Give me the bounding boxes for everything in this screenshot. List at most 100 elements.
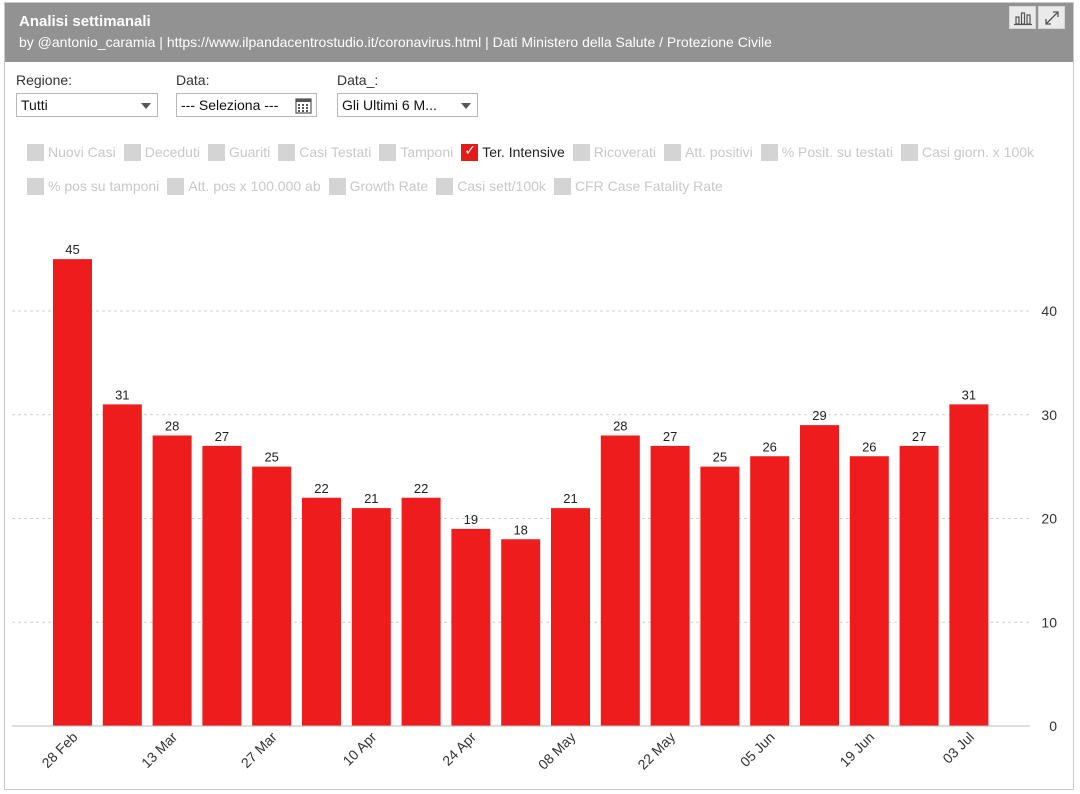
legend-label: Casi giorn. x 100k: [921, 144, 1035, 160]
data-label: 18: [513, 522, 527, 537]
legend-checkbox[interactable]: [900, 143, 918, 161]
x-tick-label: 24 Apr: [439, 729, 479, 769]
y-tick-label: 40: [1041, 303, 1057, 319]
data-label: 26: [862, 439, 876, 454]
legend-label: Att. positivi: [684, 144, 753, 160]
legend-item[interactable]: Casi giorn. x 100k: [900, 143, 1035, 161]
legend-label: Deceduti: [144, 144, 200, 160]
legend-checkbox[interactable]: [123, 143, 141, 161]
legend-item[interactable]: % pos su tamponi: [27, 177, 159, 195]
widget-header: Analisi settimanali by @antonio_caramia …: [5, 3, 1073, 62]
legend-item[interactable]: Growth Rate: [328, 177, 429, 195]
legend-item[interactable]: Tamponi: [379, 143, 453, 161]
legend-checkbox[interactable]: [207, 143, 225, 161]
y-tick-label: 20: [1041, 511, 1057, 527]
legend-label: % pos su tamponi: [48, 178, 160, 194]
bar: [700, 466, 740, 726]
filter-regione: Regione: Tutti: [16, 71, 158, 117]
legend-checkbox[interactable]: [278, 143, 296, 161]
bar: [252, 466, 292, 726]
data-label: 27: [912, 429, 926, 444]
x-tick-label: 10 Apr: [339, 729, 379, 769]
data-label: 27: [663, 429, 677, 444]
filter-data2: Data_: Gli Ultimi 6 M...: [337, 71, 478, 117]
regione-value: Tutti: [21, 97, 48, 113]
data-label: 25: [264, 450, 278, 465]
legend-label: Guariti: [228, 144, 271, 160]
legend-label: Ricoverati: [593, 144, 656, 160]
legend-item[interactable]: Nuovi Casi: [27, 143, 116, 161]
legend-checkbox[interactable]: [553, 177, 571, 195]
legend-item[interactable]: Att. pos x 100.000 ab: [167, 177, 321, 195]
data-label: 31: [962, 387, 976, 402]
data-label: 31: [115, 387, 129, 402]
widget-title: Analisi settimanali: [19, 13, 151, 30]
data-date-picker[interactable]: --- Seleziona ---: [176, 93, 317, 117]
data-label: 28: [613, 419, 627, 434]
chevron-down-icon: [461, 103, 471, 109]
legend-checkbox[interactable]: [27, 143, 44, 161]
legend-checkbox[interactable]: [328, 177, 346, 195]
legend-item[interactable]: Att. positivi: [663, 143, 753, 161]
data-label: 26: [762, 439, 776, 454]
legend-checkbox[interactable]: [663, 143, 681, 161]
calendar-icon[interactable]: [295, 97, 312, 120]
legend-item[interactable]: % Posit. su testati: [760, 143, 893, 161]
bar: [750, 456, 790, 726]
legend-checkbox[interactable]: [760, 143, 778, 161]
legend-checkbox[interactable]: [436, 177, 454, 195]
header-tools: [1009, 6, 1065, 29]
legend-label: % Posit. su testati: [781, 144, 893, 160]
bar: [302, 497, 341, 726]
legend-item[interactable]: Guariti: [207, 143, 271, 161]
bar: [501, 539, 541, 726]
data-label: 29: [812, 408, 826, 423]
legend-checkbox[interactable]: [379, 143, 397, 161]
bar-chart-icon: [1013, 11, 1032, 25]
data2-label: Data_:: [337, 72, 379, 88]
legend-checkbox[interactable]: [27, 177, 44, 195]
data-label: 25: [713, 450, 727, 465]
legend-label: Nuovi Casi: [48, 144, 116, 160]
legend-label: Growth Rate: [349, 178, 429, 194]
bar: [849, 456, 889, 726]
data-label: Data:: [176, 72, 210, 88]
bar: [53, 259, 92, 726]
x-tick-label: 27 Mar: [238, 729, 280, 771]
legend-item[interactable]: Deceduti: [123, 143, 200, 161]
legend-checkbox[interactable]: [167, 177, 185, 195]
data2-select[interactable]: Gli Ultimi 6 M...: [337, 93, 478, 117]
legend-label: Casi Testati: [299, 144, 372, 160]
data-value: --- Seleziona ---: [181, 97, 279, 113]
regione-label: Regione:: [16, 72, 73, 88]
x-tick-label: 19 Jun: [836, 729, 877, 770]
bar: [899, 445, 939, 726]
data-label: 28: [165, 419, 179, 434]
legend-item[interactable]: CFR Case Fatality Rate: [553, 177, 723, 195]
data-label: 22: [414, 481, 428, 496]
x-tick-label: 05 Jun: [737, 729, 778, 770]
expand-button[interactable]: [1038, 6, 1065, 29]
legend-item[interactable]: Ricoverati: [572, 143, 656, 161]
data-label: 22: [314, 481, 328, 496]
legend-checkbox[interactable]: [461, 143, 479, 161]
bar: [351, 508, 391, 726]
chart-type-button[interactable]: [1009, 6, 1036, 29]
bar: [949, 404, 989, 726]
legend-item[interactable]: Casi sett/100k: [436, 177, 546, 195]
data-label: 27: [215, 429, 229, 444]
x-tick-label: 28 Feb: [38, 729, 80, 771]
data-label: 19: [464, 512, 478, 527]
x-tick-label: 13 Mar: [138, 729, 180, 771]
legend-checkbox[interactable]: [572, 143, 590, 161]
bar: [600, 435, 640, 726]
bar: [102, 404, 142, 726]
bar: [152, 435, 192, 726]
series-legend: Nuovi Casi Deceduti Guariti Casi Testati Tam…: [27, 143, 1067, 195]
regione-select[interactable]: Tutti: [16, 93, 158, 117]
legend-item[interactable]: Casi Testati: [278, 143, 371, 161]
legend-item[interactable]: Ter. Intensive: [461, 143, 565, 161]
x-tick-label: 03 Jul: [939, 729, 977, 767]
widget-subtitle: by @antonio_caramia | https://www.ilpand…: [19, 34, 772, 50]
